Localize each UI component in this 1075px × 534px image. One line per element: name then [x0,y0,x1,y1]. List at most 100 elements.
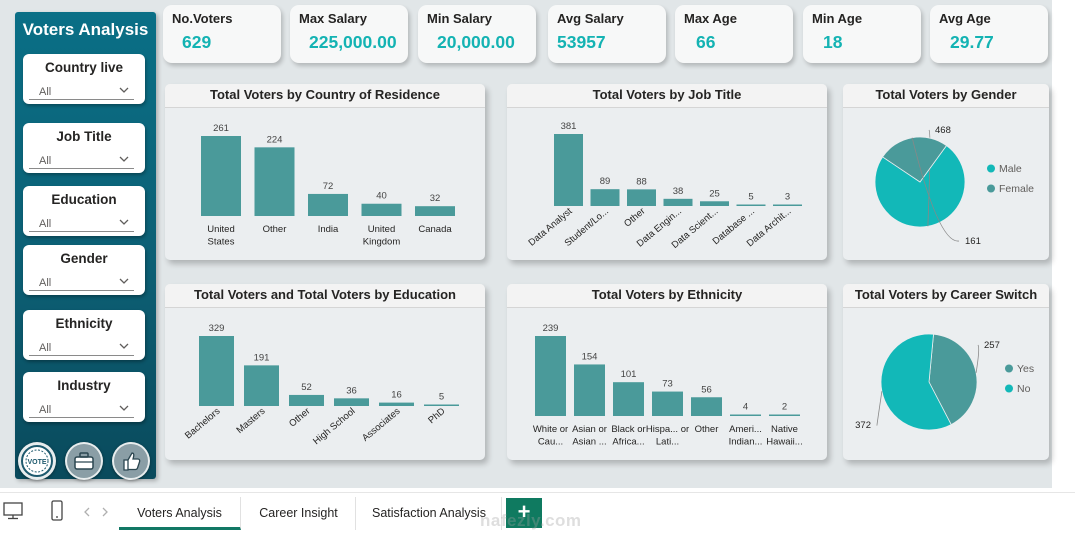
slicer-dropdown[interactable]: All [29,339,134,356]
leader-line [911,137,960,242]
kpi-card-max-age: Max Age 66 [675,5,793,63]
data-label-other: 88 [636,176,647,187]
chart-title: Total Voters by Country of Residence [165,84,485,108]
bar-phd [424,404,459,406]
slicer-education[interactable]: Education All [23,186,145,236]
axis-label-line: Hawaii... [766,437,802,448]
kpi-value: 629 [182,32,212,52]
add-page-button[interactable]: + [506,498,542,528]
slicer-industry[interactable]: Industry All [23,372,145,422]
axis-label-line: Indian... [729,437,763,448]
thumbs-up-icon[interactable] [112,442,150,480]
legend-marker-female [987,184,995,193]
axis-label-line: White or [533,424,568,435]
briefcase-icon[interactable] [65,442,103,480]
data-label-canada: 32 [430,193,441,204]
slicer-title: Country live [44,60,123,75]
slicer-value: All [39,86,52,98]
data-label-data-analyst: 381 [561,121,577,132]
chevron-left-icon[interactable] [82,507,92,517]
slicer-dropdown[interactable]: All [29,401,134,418]
slicer-gender[interactable]: Gender All [23,245,145,295]
chart-panel-career-switch[interactable]: Total Voters by Career Switch 257 Yes 372 N… [843,284,1049,460]
sidebar: Voters Analysis Country live All Job Tit… [15,12,156,480]
page-navigation-bar: Voters Analysis Career Insight Satisfact… [0,492,1075,534]
chart-title: Total Voters and Total Voters by Educati… [165,284,485,308]
desktop-view-icon[interactable] [3,502,23,520]
vote-badge-icon[interactable]: VOTE [18,442,56,480]
bar-data-analyst [554,134,583,206]
bar-asian-or-asian [574,364,605,416]
slicer-country-live[interactable]: Country live All [23,54,145,104]
data-label-black-or-africa: 101 [621,369,637,380]
kpi-card-avg-age: Avg Age 29.77 [930,5,1048,63]
axis-label-line: United [207,224,234,235]
axis-label-other: Other [287,406,312,430]
kpi-label: Avg Age [939,11,991,26]
slicer-ethnicity[interactable]: Ethnicity All [23,310,145,360]
tab-career-insight[interactable]: Career Insight [242,497,356,530]
data-label-native-hawaii: 2 [782,402,787,413]
kpi-value: 225,000.00 [309,32,397,52]
data-label-united-states: 261 [213,123,229,134]
data-label-united-kingdom: 40 [376,191,387,202]
axis-label-other: Other [622,206,647,230]
bar-white-or-cau [535,336,566,416]
axis-label-canada: Canada [418,224,452,235]
axis-label-line: Asian or [572,424,607,435]
slicer-value: All [39,404,52,416]
bar-india [308,193,348,216]
axis-label-phd: PhD [426,406,447,426]
axis-label-india: India [318,224,339,235]
axis-label-line: Cau... [538,437,563,448]
data-label-india: 72 [323,181,334,192]
slicer-value: All [39,277,52,289]
kpi-value: 18 [823,32,843,52]
slicer-dropdown[interactable]: All [29,274,134,291]
slicer-title: Job Title [56,129,112,144]
chart-title: Total Voters by Ethnicity [507,284,827,308]
data-label-associates: 16 [391,390,402,401]
chart-panel-country[interactable]: Total Voters by Country of Residence 261… [165,84,485,260]
axis-label-associates: Associates [360,406,402,444]
slicer-title: Education [51,192,117,207]
slicer-dropdown[interactable]: All [29,215,134,232]
chart-panel-ethnicity[interactable]: Total Voters by Ethnicity 239 White or Cau… [507,284,827,460]
data-label-bachelors: 329 [209,323,225,334]
axis-label-line: Africa... [612,437,644,448]
legend-marker-no [1005,384,1013,393]
mobile-view-icon[interactable] [50,500,64,522]
leader-line [975,344,980,373]
kpi-value: 20,000.00 [437,32,515,52]
legend-marker-male [987,164,995,173]
axis-label-bachelors: Bachelors [183,406,223,442]
chart-panel-gender[interactable]: Total Voters by Gender 468 Male 161 Female [843,84,1049,260]
slicer-job-title[interactable]: Job Title All [23,123,145,173]
chart-title: Total Voters by Career Switch [843,284,1049,308]
slicer-dropdown[interactable]: All [29,152,134,169]
kpi-value: 66 [696,32,716,52]
bar-high-school [334,398,369,406]
kpi-label: Min Age [812,11,863,26]
ethnicity-bar-chart: 239 White or Cau... 154 Asian or Asian ... 101… [533,323,803,448]
axis-label-hispa-or-lati: Hispa... or Lati... [646,424,689,448]
slicer-dropdown[interactable]: All [29,83,134,100]
chevron-right-icon[interactable] [100,507,110,517]
bar-bachelors [199,336,234,406]
data-label-yes: 257 [984,340,1000,351]
kpi-label: No.Voters [172,11,233,26]
gender-pie-chart: 468 Male 161 Female [874,125,1034,247]
axis-label-other: Other [695,424,719,435]
kpi-card-no-voters: No.Voters 629 [163,5,281,63]
data-label-no: 372 [855,420,871,431]
education-bar-chart: 329 Bachelors 191 Masters 52 Other 36 High Scho… [183,323,459,447]
chart-panel-education[interactable]: Total Voters and Total Voters by Educati… [165,284,485,460]
chart-panel-job-title[interactable]: Total Voters by Job Title 381 Data Analys… [507,84,827,260]
leader-line [876,391,883,426]
tab-satisfaction-analysis[interactable]: Satisfaction Analysis [357,497,502,530]
data-label-data-engin: 38 [673,186,684,197]
tab-voters-analysis[interactable]: Voters Analysis [119,497,241,530]
legend-label-male: Male [999,163,1022,175]
chart-title: Total Voters by Job Title [507,84,827,108]
